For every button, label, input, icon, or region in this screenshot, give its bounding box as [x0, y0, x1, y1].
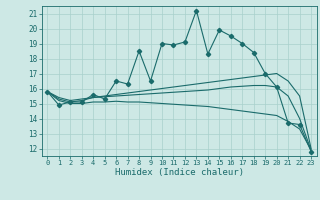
X-axis label: Humidex (Indice chaleur): Humidex (Indice chaleur): [115, 168, 244, 177]
